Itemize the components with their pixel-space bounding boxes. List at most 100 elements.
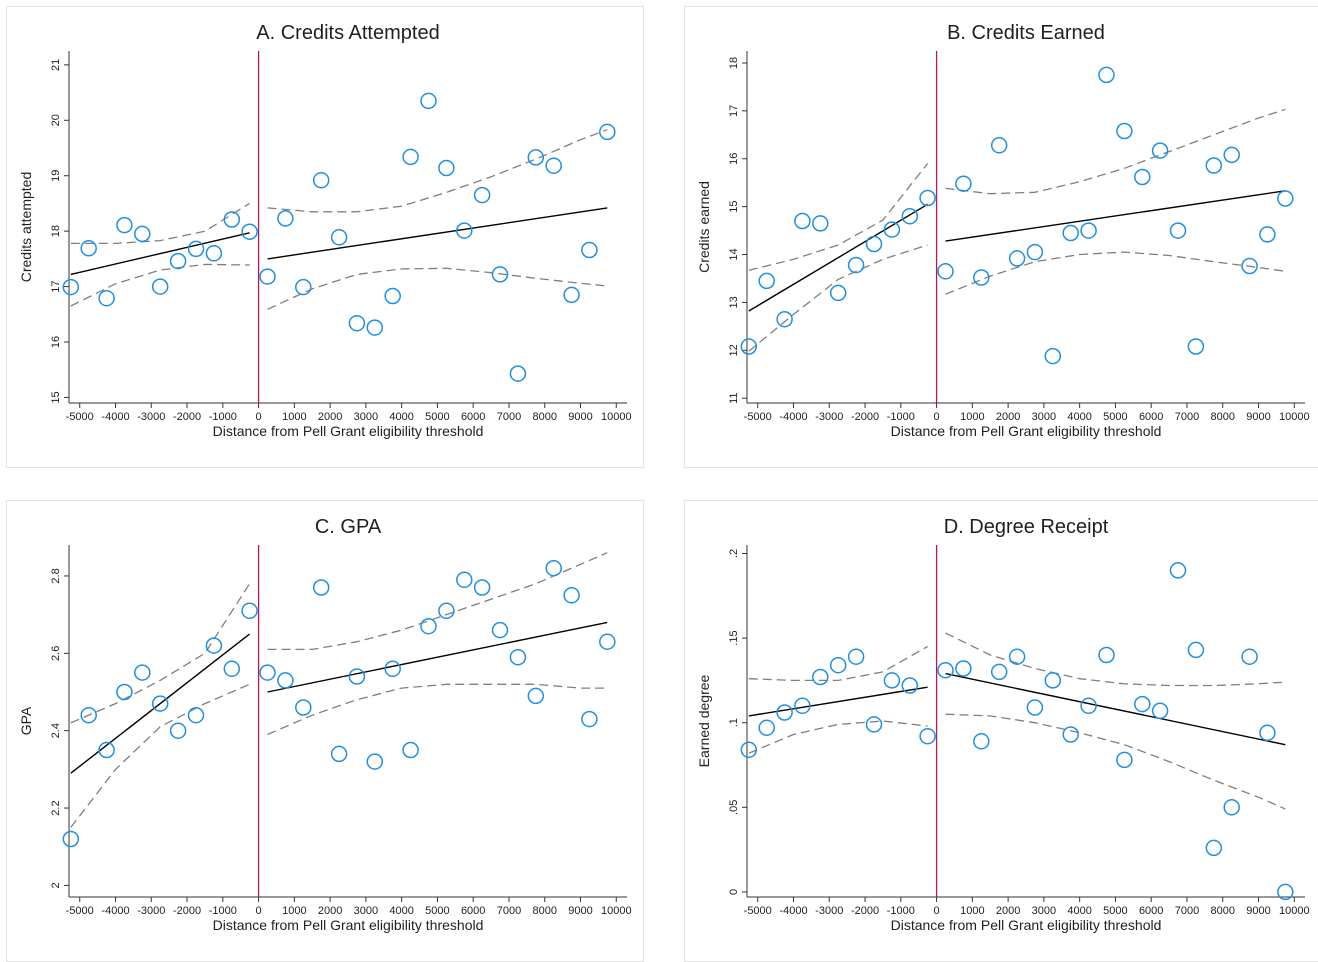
data-point — [829, 284, 847, 302]
data-point — [1044, 672, 1062, 689]
chart-credits-attempted: A. Credits Attempted -5000 -4000 -3000 -2000… — [18, 22, 632, 439]
y-tick-label: 13 — [728, 296, 740, 308]
ci-left-lower — [748, 720, 928, 754]
x-tick-label: 1000 — [282, 905, 306, 917]
data-point — [1259, 226, 1276, 243]
data-point — [901, 677, 919, 694]
data-point — [1008, 648, 1026, 665]
x-tick-label: -1000 — [209, 905, 237, 917]
x-tick-label: 4000 — [389, 411, 413, 423]
y-tick-label: .05 — [728, 800, 740, 815]
x-tick-label: 3000 — [354, 411, 378, 423]
x-tick-label: 8000 — [532, 905, 556, 917]
x-tick-label: 9000 — [1246, 411, 1270, 423]
data-point — [348, 314, 366, 332]
ci-right-lower — [267, 683, 608, 736]
x-tick-label: -3000 — [815, 905, 843, 917]
data-point — [473, 186, 491, 204]
x-tick-label: -5000 — [744, 411, 772, 423]
ci-left-upper — [70, 583, 251, 724]
x-tick-label: 5000 — [425, 411, 449, 423]
data-point — [187, 706, 205, 724]
data-point — [366, 753, 384, 770]
data-point — [829, 656, 847, 674]
data-point — [295, 278, 312, 296]
y-tick-label: 18 — [50, 225, 62, 237]
x-tick-label: -2000 — [851, 905, 879, 917]
data-point — [169, 722, 187, 739]
x-tick-label: 2000 — [318, 411, 342, 423]
data-point — [794, 697, 811, 715]
x-tick-label: 0 — [256, 905, 262, 917]
data-point — [241, 223, 258, 240]
ci-right-upper — [267, 129, 608, 213]
x-tick-label: 8000 — [1210, 411, 1234, 423]
x-tick-label: -2000 — [851, 411, 879, 423]
data-point — [277, 210, 294, 227]
data-point — [1277, 190, 1294, 207]
data-point — [98, 741, 115, 759]
fit-line-left — [748, 203, 928, 312]
data-point — [384, 287, 401, 305]
data-point — [581, 241, 598, 259]
x-tick-label: 2000 — [318, 905, 342, 917]
data-point — [1187, 338, 1205, 355]
x-tick-label: -4000 — [779, 411, 807, 423]
data-point — [509, 365, 527, 382]
chart-degree-receipt: D. Degree Receipt -5000 -4000 -3000 -2000 -10… — [696, 516, 1310, 933]
data-point — [937, 263, 954, 280]
fit-line-right — [945, 672, 1286, 746]
x-tick-label: 10000 — [1279, 905, 1310, 917]
data-point — [973, 733, 990, 750]
data-point — [563, 286, 580, 304]
chart-title: D. Degree Receipt — [944, 516, 1109, 538]
y-tick-label: .1 — [728, 718, 740, 727]
y-tick-label: 21 — [50, 59, 62, 71]
x-tick-label: 5000 — [1103, 411, 1127, 423]
x-tick-label: 3000 — [354, 905, 378, 917]
data-point — [1277, 883, 1294, 901]
chart-gpa: C. GPA -5000 -4000 -3000 -2000 -1000 0 1000 2000… — [18, 516, 632, 933]
x-tick-label: 7000 — [497, 905, 521, 917]
y-tick-label: 16 — [50, 336, 62, 348]
data-point — [847, 256, 865, 274]
data-point — [990, 137, 1008, 154]
data-point — [1026, 243, 1044, 261]
data-point — [491, 266, 509, 283]
x-tick-label: -4000 — [101, 411, 129, 423]
y-tick-label: 2.8 — [50, 568, 62, 583]
x-tick-label: 9000 — [1246, 905, 1270, 917]
fit-line-right — [945, 190, 1286, 242]
y-tick-label: .2 — [728, 549, 740, 558]
x-tick-label: -1000 — [887, 411, 915, 423]
data-point — [919, 189, 936, 207]
ci-left-lower — [70, 263, 250, 307]
data-point — [473, 579, 491, 596]
data-point — [223, 660, 241, 678]
x-tick-label: 0 — [256, 411, 262, 423]
data-point — [740, 741, 758, 759]
x-tick-label: -1000 — [209, 411, 237, 423]
x-tick-label: 5000 — [425, 905, 449, 917]
data-point — [1205, 157, 1223, 174]
data-point — [545, 157, 562, 174]
panel-degree-receipt: D. Degree Receipt -5000 -4000 -3000 -2000 -10… — [684, 500, 1318, 962]
data-point — [883, 221, 901, 238]
fit-line-left — [70, 633, 251, 774]
data-point — [740, 338, 758, 355]
data-point — [527, 687, 545, 705]
data-point — [491, 621, 509, 639]
data-point — [1134, 695, 1151, 713]
x-tick-label: 3000 — [1032, 411, 1056, 423]
ci-left-upper — [70, 202, 250, 245]
x-tick-label: 7000 — [1175, 905, 1199, 917]
data-point — [98, 289, 115, 307]
data-point — [545, 559, 562, 577]
y-tick-label: 12 — [728, 344, 740, 356]
x-tick-label: -3000 — [137, 411, 165, 423]
x-tick-label: 6000 — [461, 411, 485, 423]
data-point — [1116, 751, 1133, 769]
data-point — [438, 602, 455, 620]
data-point — [527, 149, 545, 166]
data-point — [1044, 347, 1062, 365]
